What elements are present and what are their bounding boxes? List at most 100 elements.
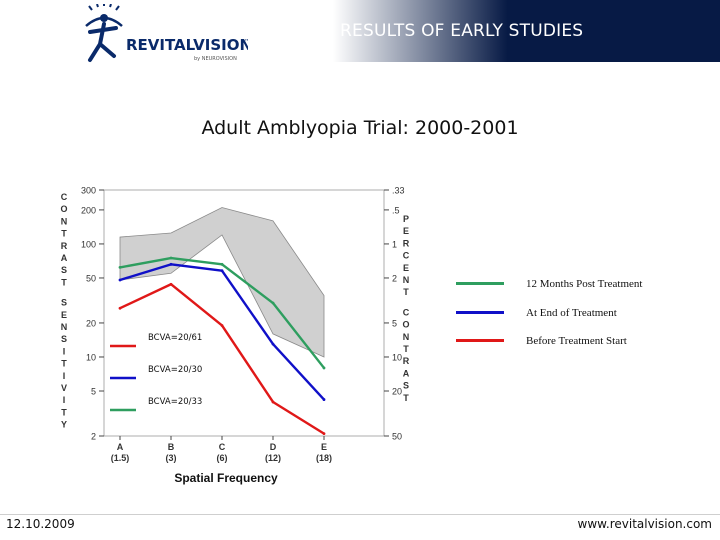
right-axis-letter: O	[402, 320, 409, 330]
right-axis-letter: E	[403, 263, 409, 273]
left-axis-letter: N	[61, 216, 68, 226]
footer-divider	[0, 514, 720, 515]
right-tick-label: 50	[392, 432, 402, 442]
logo-sub: by NEUROVISION	[194, 56, 237, 62]
right-axis-letter: N	[403, 332, 410, 342]
x-category-label: C	[219, 442, 226, 452]
left-axis-letter: S	[61, 334, 67, 344]
right-axis-letter: A	[403, 368, 410, 378]
footer-date: 12.10.2009	[6, 517, 75, 531]
x-category-sublabel: (12)	[265, 453, 281, 463]
left-axis-letter: R	[61, 241, 68, 251]
series-point	[322, 398, 326, 401]
left-axis-letter: T	[61, 229, 67, 239]
normal-range-band	[119, 207, 325, 358]
series-point	[118, 266, 122, 269]
left-tick-label: 20	[86, 318, 96, 328]
legend-label-end-treatment: At End of Treatment	[526, 307, 617, 319]
right-axis-letter: R	[403, 356, 410, 366]
right-axis-letter: C	[403, 251, 410, 261]
right-axis-letter: N	[403, 275, 410, 285]
series-point	[271, 301, 275, 305]
right-tick-label: 2	[392, 273, 397, 283]
right-tick-label: 10	[392, 352, 402, 362]
series-point	[322, 432, 326, 436]
x-axis-label: Spatial Frequency	[174, 471, 278, 485]
left-axis-letter: S	[61, 265, 67, 275]
bcva-label: BCVA=20/61	[148, 333, 202, 343]
chart-subtitle: Adult Amblyopia Trial: 2000-2001	[201, 117, 519, 139]
series-point	[220, 324, 224, 327]
left-tick-label: 200	[81, 205, 96, 215]
left-axis-letter: N	[61, 322, 68, 332]
series-point	[169, 282, 173, 286]
right-tick-label: 20	[392, 387, 402, 397]
right-axis-letter: E	[403, 226, 409, 236]
right-tick-label: 5	[392, 318, 397, 328]
series-point	[169, 256, 173, 260]
left-axis-letter: I	[63, 371, 66, 381]
right-axis-letter: T	[403, 344, 409, 354]
logo-text: REVITALVISION	[126, 36, 252, 54]
right-tick-label: 1	[392, 239, 397, 249]
right-axis-letter: R	[403, 238, 410, 248]
header-band	[248, 0, 720, 62]
chart-legend: 12 Months Post Treatment At End of Treat…	[442, 266, 662, 354]
left-tick-label: 10	[86, 352, 96, 362]
x-category-sublabel: (6)	[217, 453, 228, 463]
logo-tm: ™	[244, 38, 251, 46]
legend-label-12-months: 12 Months Post Treatment	[526, 278, 643, 290]
right-axis-letter: S	[403, 381, 409, 391]
left-axis-letter: Y	[61, 420, 67, 430]
bcva-label: BCVA=20/30	[148, 365, 202, 375]
left-tick-label: 2	[91, 432, 96, 442]
left-axis-letter: T	[61, 277, 67, 287]
legend-line-12-months	[456, 282, 504, 285]
series-point	[220, 269, 224, 273]
series-point	[169, 262, 173, 266]
legend-label-before-treatment: Before Treatment Start	[526, 335, 627, 347]
page-title: RESULTS OF EARLY STUDIES	[340, 21, 584, 41]
series-point	[118, 278, 122, 282]
eye-figure-icon	[85, 4, 123, 62]
x-category-sublabel: (1.5)	[111, 453, 130, 463]
legend-line-before-treatment	[456, 339, 504, 342]
right-tick-label: .5	[392, 205, 400, 215]
left-tick-label: 100	[81, 239, 96, 249]
x-category-label: A	[117, 442, 124, 452]
x-category-sublabel: (3)	[166, 453, 177, 463]
left-axis-letter: S	[61, 298, 67, 308]
x-category-label: D	[270, 442, 277, 452]
left-tick-label: 300	[81, 186, 96, 196]
footer-url[interactable]: www.revitalvision.com	[577, 517, 712, 531]
series-point	[271, 400, 275, 404]
left-axis-letter: I	[63, 395, 66, 405]
series-point	[220, 262, 224, 266]
right-axis-letter: T	[403, 393, 409, 403]
left-axis-letter: T	[61, 407, 67, 417]
series-point	[322, 366, 326, 370]
right-axis-letter: P	[403, 214, 409, 224]
right-axis-letter: T	[403, 287, 409, 297]
left-axis-letter: V	[61, 383, 67, 393]
left-tick-label: 50	[86, 273, 96, 283]
x-category-sublabel: (18)	[316, 453, 332, 463]
left-tick-label: 5	[91, 387, 96, 397]
right-tick-label: .33	[392, 186, 405, 196]
left-axis-letter: C	[61, 192, 68, 202]
series-point	[118, 306, 122, 310]
left-axis-letter: A	[61, 253, 68, 263]
right-axis-letter: C	[403, 307, 410, 317]
revitalvision-logo: REVITALVISION ™ by NEUROVISION	[85, 4, 252, 62]
left-axis-letter: T	[61, 359, 67, 369]
x-category-label: B	[168, 442, 175, 452]
left-axis-letter: E	[61, 310, 67, 320]
bcva-label: BCVA=20/33	[148, 397, 202, 407]
legend-line-end-treatment	[456, 311, 504, 314]
left-axis-letter: I	[63, 346, 66, 356]
x-category-label: E	[321, 442, 327, 452]
series-point	[271, 342, 275, 346]
